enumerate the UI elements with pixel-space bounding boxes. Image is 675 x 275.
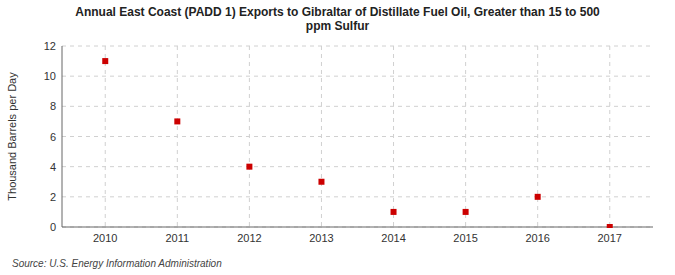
point bbox=[607, 224, 613, 228]
grid-line-y bbox=[62, 166, 653, 167]
x-tick-label: 2012 bbox=[237, 232, 261, 244]
point bbox=[174, 118, 180, 124]
chart: Annual East Coast (PADD 1) Exports to Gi… bbox=[0, 0, 675, 275]
y-tick-label: 6 bbox=[50, 131, 56, 143]
grid-line-x bbox=[321, 46, 322, 227]
source-note: Source: U.S. Energy Information Administ… bbox=[12, 258, 222, 269]
title: Annual East Coast (PADD 1) Exports to Gi… bbox=[75, 5, 600, 33]
point bbox=[102, 58, 108, 64]
grid-line-x bbox=[537, 46, 538, 227]
y-tick-label: 4 bbox=[50, 161, 56, 173]
y-tick-label: 10 bbox=[44, 70, 56, 82]
points bbox=[102, 58, 613, 228]
point bbox=[246, 164, 252, 170]
y-axis-label: Thousand Barrels per Day bbox=[6, 72, 18, 201]
x-tick-label: 2014 bbox=[381, 232, 405, 244]
grid-line-x bbox=[465, 46, 466, 227]
y-tick-label: 12 bbox=[44, 40, 56, 52]
grid-line-x bbox=[609, 46, 610, 227]
y-axis-line bbox=[62, 46, 63, 227]
grid-line-y bbox=[62, 196, 653, 197]
point bbox=[391, 209, 397, 215]
grid-line-x bbox=[177, 46, 178, 227]
x-tick-label: 2013 bbox=[309, 232, 333, 244]
x-tick-label: 2015 bbox=[453, 232, 477, 244]
grid-line-y bbox=[62, 46, 653, 47]
grid-line-y bbox=[62, 106, 653, 107]
point bbox=[463, 209, 469, 215]
grid bbox=[62, 46, 653, 227]
x-tick-label: 2016 bbox=[525, 232, 549, 244]
point bbox=[535, 194, 541, 200]
y-tick-label: 0 bbox=[50, 221, 56, 233]
x-tick-label: 2011 bbox=[165, 232, 189, 244]
grid-line-x bbox=[105, 46, 106, 227]
grid-line-x bbox=[393, 46, 394, 227]
x-axis-line bbox=[62, 227, 653, 228]
grid-line-y bbox=[62, 76, 653, 77]
x-tick-label: 2010 bbox=[93, 232, 117, 244]
grid-line-y bbox=[62, 227, 653, 228]
x-tick-label: 2017 bbox=[598, 232, 622, 244]
y-tick-label: 8 bbox=[50, 100, 56, 112]
grid-line-y bbox=[62, 136, 653, 137]
y-tick-label: 2 bbox=[50, 191, 56, 203]
grid-line-x bbox=[249, 46, 250, 227]
point bbox=[318, 179, 324, 185]
